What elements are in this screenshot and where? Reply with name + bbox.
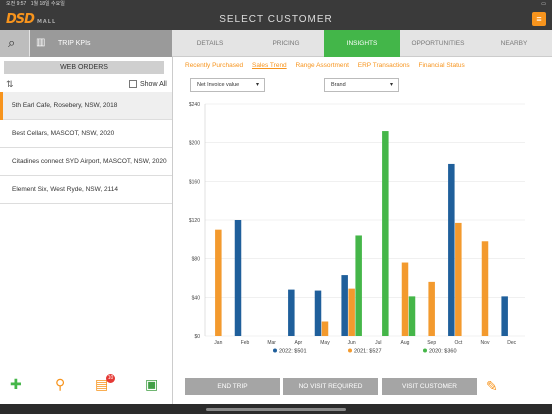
visit-customer-button[interactable]: VISIT CUSTOMER: [382, 378, 477, 395]
legend-label: 2021: $527: [354, 349, 382, 355]
bar: [314, 290, 322, 336]
y-tick-label: $40: [192, 295, 201, 301]
bar: [341, 275, 348, 336]
web-orders-button[interactable]: WEB ORDERS: [4, 61, 164, 74]
bar: [355, 235, 362, 336]
bar: [288, 289, 295, 336]
home-indicator-bar: [0, 404, 552, 414]
metric-dropdown-value: Net Invoice value: [197, 82, 240, 88]
subtab-sales-trend[interactable]: Sales Trend: [251, 62, 287, 69]
tab-insights[interactable]: INSIGHTS: [324, 30, 400, 57]
bar: [382, 131, 389, 336]
legend-label: 2022: $501: [279, 349, 307, 355]
chevron-down-icon: ▾: [255, 82, 259, 88]
tab-details[interactable]: DETAILS: [196, 40, 224, 47]
chevron-down-icon: ▾: [389, 82, 393, 88]
bar: [215, 229, 222, 336]
notes-icon[interactable]: ✎: [486, 378, 498, 394]
tab-nearby[interactable]: NEARBY: [500, 40, 528, 47]
bar: [321, 321, 329, 336]
x-tick-label: Jul: [375, 340, 381, 346]
sort-icon[interactable]: ⇅: [6, 79, 14, 89]
show-all-toggle[interactable]: Show All: [129, 80, 167, 88]
store-icon[interactable]: ▤: [95, 376, 109, 392]
bar-chart-icon: ▥: [36, 37, 46, 48]
x-tick-label: May: [320, 340, 330, 346]
x-tick-label: Sep: [427, 340, 436, 346]
x-tick-label: Mar: [267, 340, 276, 346]
list-item[interactable]: Element Six, West Ryde, NSW, 2114: [0, 176, 172, 204]
bar: [501, 296, 508, 336]
x-tick-label: Jan: [214, 340, 222, 346]
x-tick-label: Jun: [348, 340, 356, 346]
list-item[interactable]: Citadines connect SYD Airport, MASCOT, N…: [0, 148, 172, 176]
subtab-recently-purchased[interactable]: Recently Purchased: [185, 62, 244, 69]
end-trip-button[interactable]: END TRIP: [185, 378, 280, 395]
bar: [401, 262, 409, 336]
y-tick-label: $0: [194, 334, 200, 340]
y-tick-label: $200: [189, 141, 200, 147]
x-tick-label: Feb: [241, 340, 250, 346]
battery-icon: ▭: [541, 1, 546, 7]
x-tick-label: Oct: [454, 340, 462, 346]
y-tick-label: $80: [192, 257, 201, 263]
sales-trend-chart: $0 $40 $80 $120 $160 $200 $240 Jan Feb Mar Apr May J…: [189, 102, 525, 355]
brand-dropdown-value: Brand: [331, 82, 346, 88]
bar: [481, 241, 489, 336]
page-title: SELECT CUSTOMER: [219, 14, 333, 25]
x-tick-label: Nov: [481, 340, 490, 346]
route-icon[interactable]: ⚲: [55, 376, 66, 392]
trip-kpis-button[interactable]: ▥ TRIP KPIs: [30, 30, 172, 57]
y-tick-label: $160: [189, 179, 200, 185]
notification-badge: 10: [106, 374, 115, 383]
subtab-erp-transactions[interactable]: ERP Transactions: [357, 62, 410, 69]
customer-list: 5th Earl Cafe, Rosebery, NSW, 2018 Best …: [0, 92, 172, 204]
list-item[interactable]: 5th Earl Cafe, Rosebery, NSW, 2018: [0, 92, 172, 120]
search-button[interactable]: ⌕: [0, 30, 29, 57]
y-tick-label: $120: [189, 218, 200, 224]
bar: [428, 281, 435, 336]
metric-dropdown[interactable]: Net Invoice value ▾: [190, 78, 265, 92]
x-tick-label: Apr: [294, 340, 302, 346]
x-tick-label: Dec: [507, 340, 516, 346]
add-icon[interactable]: ✚: [10, 376, 22, 392]
status-time: 오전 9:57: [6, 1, 27, 7]
show-all-checkbox[interactable]: [129, 80, 137, 88]
menu-icon[interactable]: ≡: [532, 12, 546, 26]
pane-divider: [172, 57, 173, 414]
tab-opportunities[interactable]: OPPORTUNITIES: [411, 40, 465, 47]
bar: [348, 288, 355, 336]
bar: [455, 222, 462, 336]
legend-marker: [348, 348, 352, 353]
map-icon[interactable]: ▣: [145, 376, 159, 392]
insight-subtabs: Recently Purchased Sales Trend Range Ass…: [185, 62, 472, 69]
bar: [448, 163, 455, 336]
bar: [408, 296, 416, 336]
brand-dropdown[interactable]: Brand ▾: [324, 78, 399, 92]
tab-pricing[interactable]: PRICING: [272, 40, 300, 47]
bar: [234, 220, 242, 336]
legend-marker: [273, 348, 277, 353]
status-date: 1월 18일 수요일: [30, 1, 65, 7]
app-logo: DSD MALL: [6, 12, 57, 27]
search-icon: ⌕: [8, 35, 16, 50]
legend-label: 2020: $360: [429, 349, 457, 355]
status-bar: 오전 9:57 1월 18일 수요일 ▭: [0, 0, 552, 9]
subtab-range-assortment[interactable]: Range Assortment: [295, 62, 349, 69]
x-tick-label: Aug: [401, 340, 410, 346]
trip-kpis-label: TRIP KPIs: [58, 40, 91, 47]
bottom-toolbar: ✚ ⚲ ▤ 10 ▣: [0, 372, 172, 402]
legend-marker: [423, 348, 427, 353]
y-tick-label: $240: [189, 102, 200, 108]
left-nav: ⌕ ▥ TRIP KPIs: [0, 30, 172, 57]
subtab-financial-status[interactable]: Financial Status: [418, 62, 465, 69]
list-item[interactable]: Best Cellars, MASCOT, NSW, 2020: [0, 120, 172, 148]
no-visit-required-button[interactable]: NO VISIT REQUIRED: [283, 378, 378, 395]
top-bar: DSD MALL SELECT CUSTOMER ≡: [0, 9, 552, 30]
show-all-label: Show All: [140, 80, 167, 88]
tab-bar: DETAILS PRICING INSIGHTS OPPORTUNITIES N…: [172, 30, 552, 57]
